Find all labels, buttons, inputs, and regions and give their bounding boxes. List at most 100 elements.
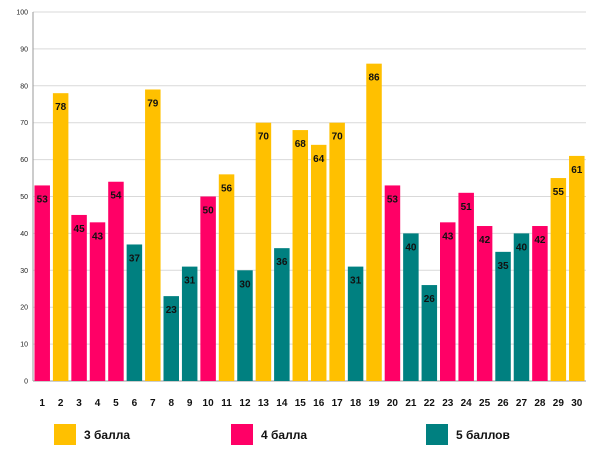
data-label: 35 [497,261,509,272]
x-tick-label: 30 [571,398,583,409]
data-label: 31 [350,276,362,287]
bar [292,130,309,381]
data-label: 43 [92,231,104,242]
bar [310,144,327,381]
y-tick-label: 60 [20,157,28,164]
legend-item-3: 3 балла [54,424,130,445]
bar [532,226,548,381]
bar [34,185,50,381]
data-label: 31 [184,276,196,287]
data-label: 51 [461,202,473,213]
legend-swatch-3 [54,424,76,445]
data-label: 61 [571,165,583,176]
bar [181,266,198,381]
data-label: 30 [239,279,251,290]
legend-swatch-4 [231,424,253,445]
x-tick-label: 26 [497,398,509,409]
legend-item-4: 4 балла [231,424,307,445]
x-tick-label: 5 [113,398,119,409]
x-tick-label: 9 [187,398,193,409]
x-tick-label: 18 [350,398,362,409]
bar [52,93,69,382]
y-tick-label: 0 [24,379,28,386]
x-tick-label: 13 [258,398,270,409]
data-labels: 53 78 45 43 54 37 79 23 31 50 56 30 70 36 68 64 70 31 86 53… [37,73,583,316]
bar [237,270,253,381]
x-tick-label: 17 [332,398,344,409]
data-label: 42 [534,235,546,246]
bar [366,63,382,381]
y-tick-label: 40 [20,231,28,238]
bar [403,233,419,381]
x-tick-label: 29 [553,398,565,409]
data-label: 70 [332,132,344,143]
data-label: 70 [258,132,270,143]
x-axis-ticks: 1 2 3 4 5 6 7 8 9 10 11 12 13 14 15 16 17 18 19 20 21 22 23 24 2… [39,398,582,409]
x-tick-label: 27 [516,398,528,409]
x-tick-label: 7 [150,398,156,409]
bar [71,214,87,381]
legend-label-3: 3 балла [84,427,131,442]
x-tick-label: 23 [442,398,454,409]
y-axis-ticks: 0 10 20 30 40 50 60 70 80 90 100 [16,10,28,386]
x-tick-label: 10 [203,398,215,409]
x-tick-label: 20 [387,398,399,409]
x-tick-label: 22 [424,398,436,409]
data-label: 40 [516,242,528,253]
y-tick-label: 90 [20,46,28,53]
bar [163,296,179,381]
data-label: 26 [424,294,436,305]
x-tick-label: 2 [58,398,64,409]
x-tick-label: 15 [295,398,307,409]
bar [476,226,493,381]
bar [274,248,290,381]
bars [34,63,585,382]
data-label: 50 [203,206,215,217]
data-label: 64 [313,154,325,165]
legend-label-5: 5 баллов [456,427,510,442]
data-label: 37 [129,253,141,264]
bar [200,196,216,381]
bar [495,251,511,381]
bar [513,233,530,381]
bar [108,181,124,381]
y-tick-label: 20 [20,305,28,312]
bar [218,174,235,381]
x-tick-label: 4 [95,398,101,409]
data-label: 56 [221,183,233,194]
data-label: 40 [405,242,417,253]
x-tick-label: 24 [461,398,473,409]
y-tick-label: 10 [20,342,28,349]
data-label: 36 [276,257,288,268]
bar [384,185,401,381]
legend-swatch-5 [426,424,448,445]
legend-item-5: 5 баллов [426,424,510,445]
bar [255,122,272,381]
bar [569,155,585,381]
y-tick-label: 100 [16,10,28,17]
x-tick-label: 1 [39,398,45,409]
data-label: 55 [553,187,565,198]
x-tick-label: 21 [405,398,417,409]
x-tick-label: 6 [132,398,138,409]
data-label: 68 [295,139,307,150]
x-tick-label: 25 [479,398,491,409]
data-label: 78 [55,102,67,113]
bar [145,89,161,382]
data-label: 54 [110,191,122,202]
bar [440,222,456,381]
data-label: 23 [166,305,178,316]
bar [458,192,474,381]
y-tick-label: 30 [20,268,28,275]
bar [126,244,143,381]
x-tick-label: 11 [221,398,232,409]
x-tick-label: 19 [368,398,380,409]
y-tick-label: 50 [20,194,28,201]
data-label: 53 [387,194,399,205]
axes [32,12,586,382]
y-tick-label: 70 [20,120,28,127]
legend-label-4: 4 балла [261,427,308,442]
data-label: 42 [479,235,491,246]
x-tick-label: 14 [276,398,288,409]
